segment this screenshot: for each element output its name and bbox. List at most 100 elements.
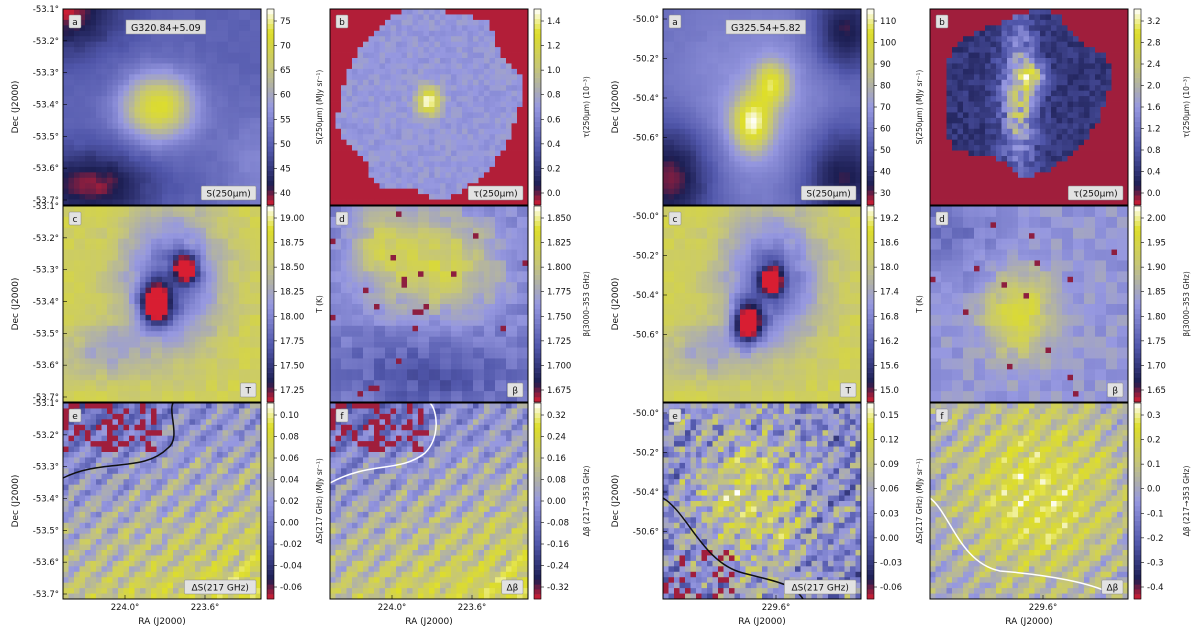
map-pixel [341,293,347,299]
map-pixel [151,96,157,102]
map-pixel [112,216,119,223]
map-pixel [101,227,108,234]
map-pixel [239,79,245,86]
map-pixel [74,172,80,179]
map-pixel [239,14,245,21]
map-pixel [228,161,234,168]
map-pixel [379,325,386,332]
map-pixel [374,325,380,332]
map-pixel [74,249,80,256]
map-pixel [434,9,441,15]
map-pixel [407,363,413,370]
map-pixel [363,363,369,370]
map-pixel [451,123,457,130]
map-pixel [145,396,152,403]
map-pixel [184,166,190,173]
map-pixel [90,14,97,21]
map-pixel [167,314,174,321]
map-pixel [79,134,86,141]
map-pixel [145,177,152,184]
map-pixel [357,156,364,162]
map-pixel [211,172,218,179]
map-pixel [390,74,397,81]
map-pixel [478,150,485,157]
map-pixel [423,271,430,278]
map-pixel [162,183,168,190]
map-pixel [184,63,190,70]
map-pixel [156,156,163,162]
map-pixel [184,9,190,15]
map-pixel [357,139,364,146]
map-pixel [462,385,468,392]
map-pixel [206,271,212,278]
map-pixel [379,139,386,146]
map-pixel [401,369,408,376]
map-pixel [341,304,347,310]
map-pixel [74,183,80,190]
map-pixel [101,282,108,289]
map-pixel [90,194,97,200]
map-pixel [217,293,223,299]
map-pixel [107,96,113,102]
map-pixel [473,30,479,37]
map-pixel [522,194,529,200]
map-pixel [445,238,452,245]
map-pixel [401,117,408,124]
map-pixel [434,331,441,338]
map-pixel [173,107,179,113]
map-pixel [156,161,163,168]
map-pixel [222,374,229,381]
colorbar-step [267,62,274,69]
map-pixel [401,52,408,59]
map-pixel [129,309,135,316]
map-pixel [112,374,119,381]
map-pixel [140,150,146,157]
map-pixel [451,36,457,43]
map-pixel [462,68,468,75]
map-pixel [440,90,446,97]
map-pixel [352,112,358,119]
map-pixel [167,188,174,195]
map-pixel [145,36,152,43]
map-pixel [200,206,207,212]
map-pixel [434,227,441,234]
map-pixel [68,188,75,195]
map-pixel [467,79,474,86]
map-pixel [206,244,212,250]
map-pixel [222,369,229,376]
map-pixel [118,74,124,81]
map-pixel [112,260,119,267]
map-pixel [407,227,413,234]
map-pixel [467,166,474,173]
map-pixel [96,194,102,200]
map-pixel [244,58,251,64]
map-pixel [401,68,408,75]
map-pixel [335,276,342,283]
map-pixel [451,139,457,146]
map-pixel [134,177,141,184]
map-pixel [363,172,369,179]
map-pixel [129,287,135,294]
map-pixel [346,233,353,240]
map-pixel [374,385,380,392]
map-pixel [101,298,108,305]
map-pixel [511,90,518,97]
map-pixel [445,101,452,108]
map-pixel [156,101,163,108]
map-pixel [123,298,130,305]
map-pixel [396,19,402,26]
map-pixel [385,298,391,305]
map-pixel [101,374,108,381]
map-pixel [385,117,391,124]
map-pixel [401,123,408,130]
map-pixel [429,233,435,240]
map-pixel [90,233,97,240]
map-pixel [162,36,168,43]
map-pixel [112,385,119,392]
map-pixel [206,309,212,316]
map-pixel [156,112,163,119]
map-pixel [357,161,364,168]
map-pixel [107,325,113,332]
map-pixel [396,336,402,343]
map-pixel [195,369,201,376]
